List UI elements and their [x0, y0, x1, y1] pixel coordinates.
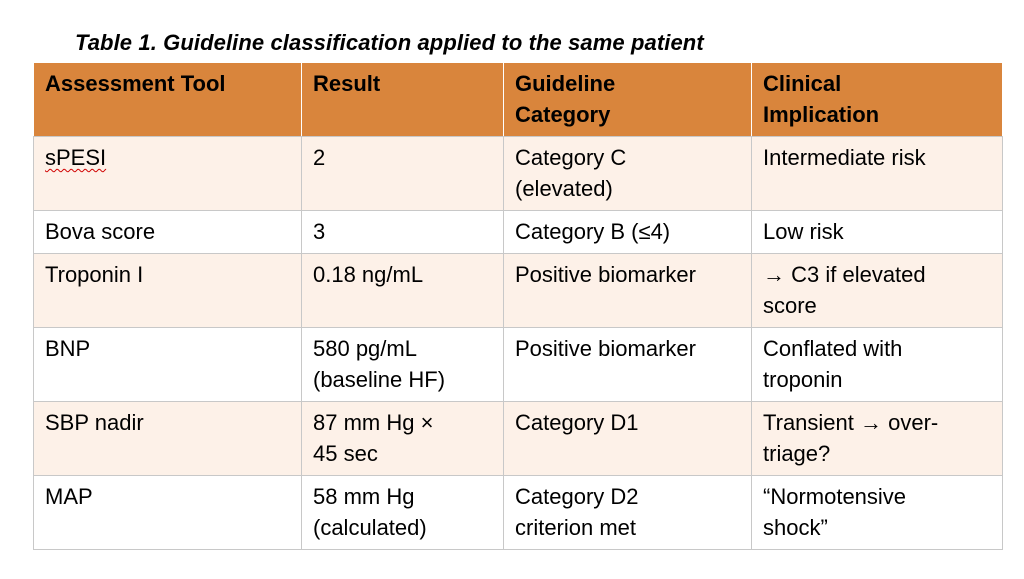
header-result: Result	[301, 62, 504, 137]
classification-table: Assessment Tool Result Guideline Categor…	[33, 62, 1003, 550]
cell-assessment-tool: Troponin I	[33, 253, 302, 328]
cell-text: score	[763, 293, 817, 318]
cell-text: 45 sec	[313, 441, 378, 466]
header-assessment-tool: Assessment Tool	[33, 62, 302, 137]
cell-text: MAP	[45, 484, 93, 509]
header-text: Category	[515, 102, 611, 127]
cell-clinical-implication: Transient → over- triage?	[751, 401, 1003, 476]
cell-clinical-implication: Low risk	[751, 210, 1003, 254]
cell-text: 580 pg/mL	[313, 336, 417, 361]
table-row-map: MAP 58 mm Hg (calculated) Category D2 cr…	[33, 475, 1003, 550]
cell-text: Category C	[515, 145, 627, 170]
header-text: Guideline	[515, 71, 616, 96]
cell-text: 58 mm Hg	[313, 484, 415, 509]
cell-text: 3	[313, 219, 326, 244]
table-row-bnp: BNP 580 pg/mL (baseline HF) Positive bio…	[33, 327, 1003, 402]
cell-assessment-tool: SBP nadir	[33, 401, 302, 476]
header-clinical-implication: Clinical Implication	[751, 62, 1003, 137]
cell-text: BNP	[45, 336, 91, 361]
cell-text: Low risk	[763, 219, 844, 244]
cell-assessment-tool: sPESI	[33, 136, 302, 211]
cell-guideline-category: Positive biomarker	[503, 327, 752, 402]
cell-clinical-implication: “Normotensive shock”	[751, 475, 1003, 550]
cell-text: 87 mm Hg ×	[313, 410, 434, 435]
cell-text: 2	[313, 145, 326, 170]
cell-assessment-tool: MAP	[33, 475, 302, 550]
cell-clinical-implication: Intermediate risk	[751, 136, 1003, 211]
cell-text: sPESI	[45, 145, 107, 170]
cell-guideline-category: Category C (elevated)	[503, 136, 752, 211]
cell-text: Positive biomarker	[515, 336, 696, 361]
header-text: Assessment Tool	[45, 71, 226, 96]
cell-guideline-category: Positive biomarker	[503, 253, 752, 328]
header-text: Result	[313, 71, 381, 96]
cell-assessment-tool: BNP	[33, 327, 302, 402]
cell-text: Positive biomarker	[515, 262, 696, 287]
cell-guideline-category: Category D1	[503, 401, 752, 476]
cell-text: “Normotensive	[763, 484, 907, 509]
cell-text: (elevated)	[515, 176, 613, 201]
cell-text: Intermediate risk	[763, 145, 926, 170]
cell-text: criterion met	[515, 515, 637, 540]
cell-guideline-category: Category D2 criterion met	[503, 475, 752, 550]
table-row-spesi: sPESI 2 Category C (elevated) Intermedia…	[33, 136, 1003, 211]
cell-result: 58 mm Hg (calculated)	[301, 475, 504, 550]
cell-clinical-implication: Conflated with troponin	[751, 327, 1003, 402]
cell-text: shock”	[763, 515, 828, 540]
cell-text: troponin	[763, 367, 843, 392]
cell-text: SBP nadir	[45, 410, 144, 435]
cell-clinical-implication: → C3 if elevated score	[751, 253, 1003, 328]
header-guideline-category: Guideline Category	[503, 62, 752, 137]
cell-result: 87 mm Hg × 45 sec	[301, 401, 504, 476]
cell-text: 0.18 ng/mL	[313, 262, 424, 287]
cell-assessment-tool: Bova score	[33, 210, 302, 254]
cell-text: Bova score	[45, 219, 156, 244]
cell-text: Troponin I	[45, 262, 144, 287]
header-text: Clinical	[763, 71, 842, 96]
cell-result: 580 pg/mL (baseline HF)	[301, 327, 504, 402]
cell-text: Transient → over-	[763, 410, 939, 435]
table-row-sbp-nadir: SBP nadir 87 mm Hg × 45 sec Category D1 …	[33, 401, 1003, 476]
cell-result: 0.18 ng/mL	[301, 253, 504, 328]
cell-text: Category D1	[515, 410, 639, 435]
cell-text: Conflated with	[763, 336, 903, 361]
table-caption: Table 1. Guideline classification applie…	[75, 30, 704, 55]
cell-text: (baseline HF)	[313, 367, 446, 392]
cell-text: Category B (≤4)	[515, 219, 671, 244]
cell-result: 2	[301, 136, 504, 211]
header-text: Implication	[763, 102, 880, 127]
table-row-bova: Bova score 3 Category B (≤4) Low risk	[33, 210, 1003, 254]
cell-result: 3	[301, 210, 504, 254]
table-row-troponin: Troponin I 0.18 ng/mL Positive biomarker…	[33, 253, 1003, 328]
cell-text: (calculated)	[313, 515, 427, 540]
table-header-row: Assessment Tool Result Guideline Categor…	[33, 62, 1003, 137]
cell-text: triage?	[763, 441, 831, 466]
cell-text: Category D2	[515, 484, 639, 509]
cell-guideline-category: Category B (≤4)	[503, 210, 752, 254]
cell-text: → C3 if elevated	[763, 262, 926, 287]
